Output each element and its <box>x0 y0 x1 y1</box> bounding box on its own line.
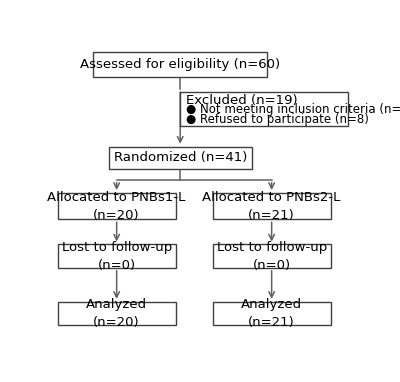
FancyBboxPatch shape <box>180 92 348 126</box>
FancyBboxPatch shape <box>93 52 267 78</box>
Text: Analyzed
(n=21): Analyzed (n=21) <box>241 298 302 329</box>
FancyBboxPatch shape <box>58 244 176 268</box>
Text: Allocated to PNBs2-L
(n=21): Allocated to PNBs2-L (n=21) <box>202 191 341 222</box>
Text: ● Refused to participate (n=8): ● Refused to participate (n=8) <box>186 113 369 126</box>
FancyBboxPatch shape <box>213 193 330 219</box>
FancyBboxPatch shape <box>58 193 176 219</box>
FancyBboxPatch shape <box>213 244 330 268</box>
FancyBboxPatch shape <box>58 302 176 325</box>
Text: Allocated to PNBs1-L
(n=20): Allocated to PNBs1-L (n=20) <box>48 191 186 222</box>
Text: Assessed for eligibility (n=60): Assessed for eligibility (n=60) <box>80 58 280 71</box>
Text: Excluded (n=19): Excluded (n=19) <box>186 94 298 107</box>
Text: Lost to follow-up
(n=0): Lost to follow-up (n=0) <box>216 241 327 272</box>
Text: ● Not meeting inclusion criteria (n=11): ● Not meeting inclusion criteria (n=11) <box>186 103 400 116</box>
Text: Lost to follow-up
(n=0): Lost to follow-up (n=0) <box>62 241 172 272</box>
Text: Analyzed
(n=20): Analyzed (n=20) <box>86 298 147 329</box>
Text: Randomized (n=41): Randomized (n=41) <box>114 151 247 164</box>
FancyBboxPatch shape <box>109 147 252 168</box>
FancyBboxPatch shape <box>213 302 330 325</box>
